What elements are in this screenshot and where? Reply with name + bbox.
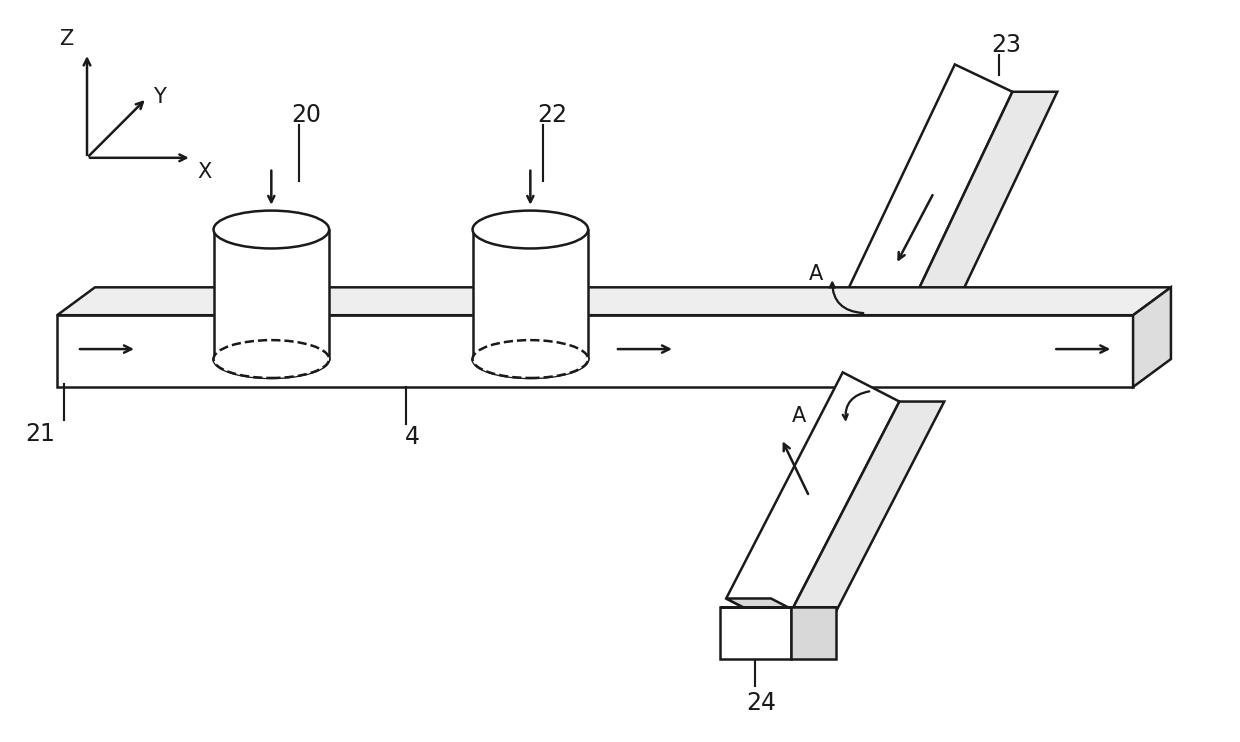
Text: A: A (810, 264, 823, 284)
Polygon shape (57, 315, 1133, 387)
Polygon shape (727, 599, 827, 628)
Ellipse shape (213, 211, 329, 249)
Text: 4: 4 (405, 424, 420, 449)
Polygon shape (213, 229, 329, 359)
Ellipse shape (472, 211, 588, 249)
Polygon shape (791, 607, 836, 659)
Polygon shape (842, 65, 1012, 329)
Text: Y: Y (153, 87, 166, 107)
Polygon shape (782, 401, 944, 628)
Polygon shape (472, 229, 588, 359)
Ellipse shape (472, 340, 588, 378)
Text: A: A (791, 406, 806, 426)
Polygon shape (1133, 287, 1171, 387)
Text: 22: 22 (537, 103, 567, 127)
Text: X: X (197, 162, 212, 182)
Text: Z: Z (60, 29, 73, 49)
Polygon shape (727, 372, 899, 628)
Polygon shape (900, 92, 1058, 329)
Polygon shape (719, 607, 791, 659)
Text: 21: 21 (25, 421, 55, 446)
Text: 23: 23 (992, 33, 1022, 57)
Polygon shape (842, 301, 945, 329)
Text: 24: 24 (746, 691, 776, 715)
Ellipse shape (213, 340, 329, 378)
Polygon shape (57, 287, 1171, 315)
Text: 20: 20 (291, 103, 321, 127)
